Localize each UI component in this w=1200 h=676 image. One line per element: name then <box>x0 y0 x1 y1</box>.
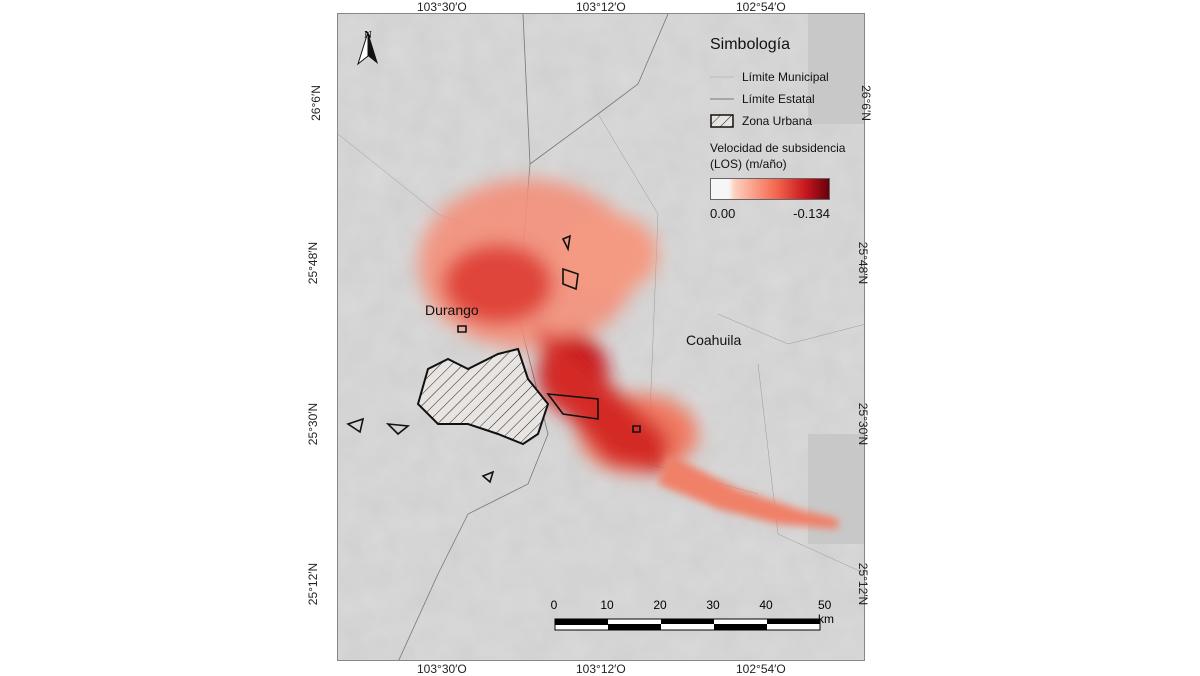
municipal-line-icon <box>710 76 734 78</box>
hatch-icon <box>710 114 734 128</box>
color-ramp <box>710 178 830 200</box>
lowland-stripes <box>808 14 864 544</box>
label-durango: Durango <box>425 302 479 318</box>
legend-estatal: Límite Estatal <box>710 88 860 110</box>
tick-right: 26°6′N <box>858 85 873 121</box>
tick-left: 25°12′N <box>306 562 321 606</box>
tick-right: 25°48′N <box>856 241 871 285</box>
label-coahuila: Coahuila <box>686 332 742 348</box>
legend-title: Simbología <box>710 36 791 53</box>
ramp-max: -0.134 <box>793 206 830 221</box>
scale-label: 10 <box>600 598 614 612</box>
legend-estatal-label: Límite Estatal <box>742 92 815 106</box>
state-line-icon <box>710 98 734 100</box>
tick-left: 25°48′N <box>306 241 321 285</box>
urban-patches <box>346 234 641 484</box>
subsidence-tail <box>658 454 838 529</box>
legend-urbana: Zona Urbana <box>710 110 860 132</box>
tick-left: 25°30′N <box>306 402 321 446</box>
legend-municipal: Límite Municipal <box>710 66 860 88</box>
tick-left: 26°6′N <box>308 85 323 121</box>
scale-bar: 0 10 20 30 40 50 km <box>550 598 834 637</box>
tick-right: 25°30′N <box>856 402 871 446</box>
tick-right: 25°12′N <box>856 562 871 606</box>
urban-zone <box>416 347 550 446</box>
tick-top: 103°30′O <box>417 0 467 14</box>
scale-label: 30 <box>706 598 720 612</box>
tick-top: 102°54′O <box>736 0 786 14</box>
tick-top: 103°12′O <box>576 0 626 14</box>
scale-label: 40 <box>759 598 773 612</box>
scale-label: 20 <box>653 598 667 612</box>
hillshade-texture <box>338 14 864 660</box>
scale-label: 50 km <box>818 598 834 626</box>
scale-label: 0 <box>550 598 558 612</box>
legend: Simbología Límite Municipal Límite Estat… <box>710 36 860 221</box>
north-arrow: N <box>356 30 380 66</box>
ramp-min: 0.00 <box>710 206 736 221</box>
tick-bottom: 102°54′O <box>736 662 786 676</box>
map-frame[interactable]: N Durango Coahuila <box>337 13 865 661</box>
legend-municipal-label: Límite Municipal <box>742 70 829 84</box>
map-canvas <box>338 14 864 660</box>
tick-bottom: 103°30′O <box>417 662 467 676</box>
tick-bottom: 103°12′O <box>576 662 626 676</box>
north-arrow-icon <box>357 31 378 66</box>
ramp-title: Velocidad de subsidencia (LOS) (m/año) <box>710 141 846 171</box>
scale-bar-graphic <box>554 618 821 631</box>
legend-urbana-label: Zona Urbana <box>742 114 813 128</box>
